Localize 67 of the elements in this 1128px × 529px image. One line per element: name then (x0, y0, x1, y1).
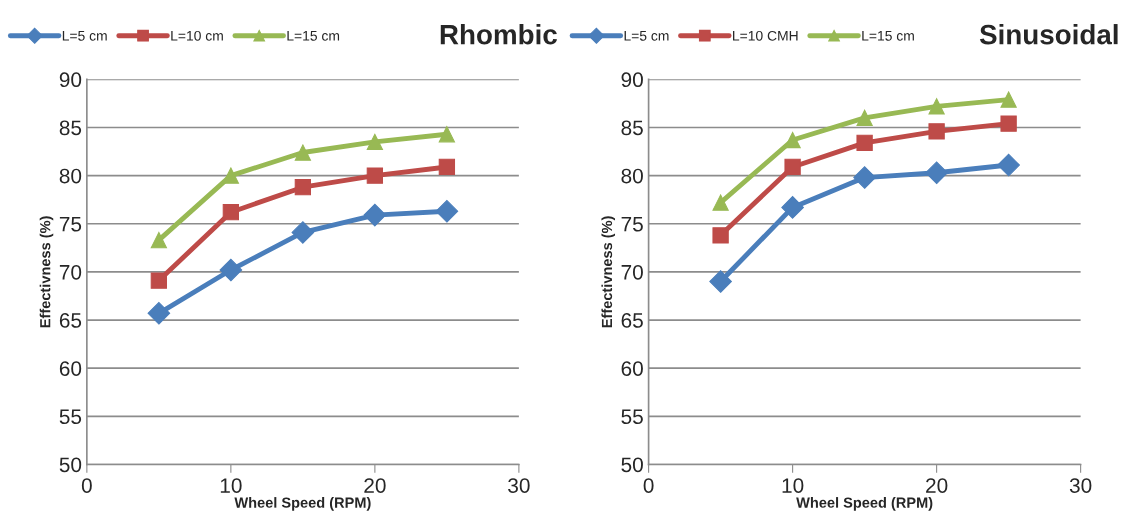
legend-label: L=15 cm (862, 31, 914, 41)
point (784, 131, 801, 149)
point (856, 134, 873, 152)
point (853, 166, 876, 189)
point (928, 123, 945, 140)
legend-label: L=10 cm (171, 30, 223, 41)
point (150, 272, 168, 289)
point (147, 301, 171, 325)
point (366, 133, 384, 151)
point (709, 270, 732, 293)
x-tick-label: 10 (782, 478, 804, 493)
legend-label: L=10 CMH (733, 30, 798, 41)
y-tick-label: 90 (59, 72, 82, 88)
x-axis-title: Wheel Speed (RPM) (234, 497, 371, 511)
point (781, 196, 804, 219)
y-tick-label: 55 (621, 409, 643, 425)
legend-label: L=5 cm (62, 31, 107, 41)
x-axis-title: Wheel Speed (RPM) (796, 497, 933, 511)
point (366, 167, 384, 184)
point (438, 126, 456, 143)
y-tick-label: 50 (621, 457, 643, 473)
point (928, 98, 945, 115)
y-axis-title: Effectivness (%) (601, 216, 616, 328)
x-tick-label: 20 (926, 478, 948, 493)
point (363, 203, 387, 227)
point (997, 153, 1020, 177)
point (150, 231, 168, 249)
point (1000, 115, 1017, 132)
point (925, 161, 948, 185)
y-axis-title: Effectivness (%) (39, 216, 54, 328)
y-tick-label: 65 (59, 313, 82, 328)
y-tick-label: 60 (59, 361, 82, 376)
point (222, 204, 240, 221)
y-tick-label: 80 (621, 168, 643, 184)
chart-title: Sinusoidal (979, 24, 1118, 45)
y-tick-label: 70 (621, 264, 643, 280)
x-tick-label: 0 (81, 478, 92, 493)
point (712, 227, 729, 244)
point (219, 258, 243, 282)
y-tick-label: 80 (59, 168, 82, 184)
legend-label: L=15 cm (287, 31, 340, 41)
x-tick-label: 0 (643, 478, 654, 493)
legend-label: L=5 cm (624, 31, 669, 41)
point (435, 199, 459, 223)
point (294, 144, 312, 161)
x-tick-label: 20 (364, 478, 386, 493)
x-tick-label: 10 (220, 478, 242, 493)
y-tick-label: 85 (621, 120, 643, 136)
point (294, 179, 312, 196)
y-tick-label: 55 (59, 409, 82, 425)
y-tick-label: 75 (59, 216, 82, 232)
y-tick-label: 70 (59, 264, 82, 280)
x-tick-label: 30 (1069, 478, 1092, 493)
y-tick-label: 50 (59, 457, 82, 473)
chart-title: Rhombic (440, 24, 557, 45)
point (784, 158, 801, 176)
point (1000, 91, 1017, 108)
x-tick-label: 30 (508, 478, 530, 493)
y-tick-label: 90 (621, 72, 643, 88)
y-tick-label: 85 (59, 120, 82, 136)
y-tick-label: 60 (621, 361, 643, 376)
point (856, 109, 873, 127)
point (438, 158, 456, 176)
y-tick-label: 75 (621, 216, 643, 232)
point (291, 221, 315, 244)
point (712, 194, 729, 211)
y-tick-label: 65 (621, 313, 643, 328)
